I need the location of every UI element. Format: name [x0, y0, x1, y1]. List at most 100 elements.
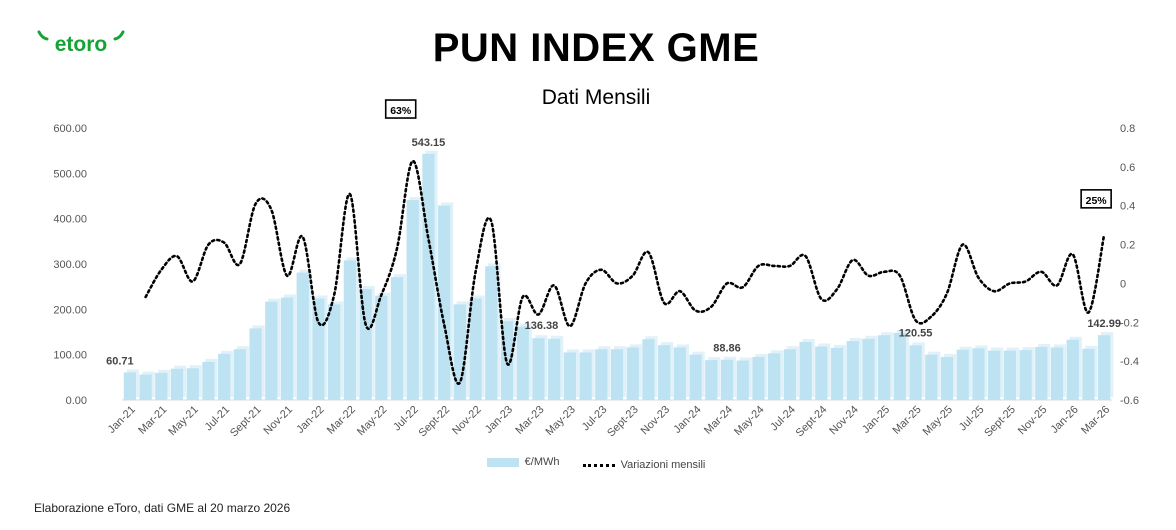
line-data-label-box	[384, 99, 417, 119]
bar	[1003, 350, 1016, 400]
y-left-tick-label: 400.00	[53, 214, 87, 226]
bar	[705, 360, 718, 400]
bar	[972, 348, 985, 400]
x-tick-label: May-25	[921, 404, 955, 438]
bar-data-label: 543.15	[412, 137, 446, 149]
bar	[610, 349, 624, 400]
x-tick-label: Sept-21	[228, 404, 264, 440]
bar	[1066, 339, 1079, 400]
x-tick-label: Mar-21	[136, 404, 169, 437]
x-tick-label: Jul-25	[957, 404, 987, 434]
bar	[390, 277, 404, 400]
bar	[846, 341, 859, 400]
bar	[485, 266, 498, 400]
bar	[155, 372, 168, 400]
y-right-tick-label: -0.6	[1120, 395, 1139, 407]
bar	[736, 360, 749, 400]
bar	[689, 354, 702, 400]
bar	[626, 347, 639, 400]
bar-data-label: 120.55	[899, 327, 933, 339]
series-line-variazioni	[144, 159, 1106, 385]
line-data-label-box	[1080, 189, 1112, 209]
legend-item-line: Variazioni mensili	[582, 459, 706, 471]
bar	[359, 288, 372, 400]
bar	[893, 332, 906, 400]
svg-text:etoro: etoro	[55, 33, 108, 56]
y-right-tick-label: -0.4	[1120, 356, 1139, 368]
bar	[815, 346, 828, 400]
y-right-tick-label: -0.2	[1120, 317, 1139, 329]
x-tick-label: Jan-24	[671, 404, 703, 436]
bar	[469, 298, 482, 400]
bar	[296, 272, 309, 400]
y-left-tick-label: 0.00	[66, 395, 87, 407]
x-tick-label: Sept-22	[417, 404, 453, 440]
bar	[1082, 348, 1095, 400]
y-right-tick-label: 0.8	[1120, 123, 1135, 135]
page-subtitle: Dati Mensili	[541, 86, 651, 109]
bar	[1019, 350, 1032, 400]
bar	[862, 338, 875, 400]
bar	[532, 338, 545, 400]
x-tick-label: May-22	[355, 404, 389, 438]
bar	[595, 349, 608, 400]
bar	[768, 353, 781, 400]
bar	[249, 328, 262, 400]
x-tick-label: Jan-26	[1049, 404, 1081, 436]
bar	[406, 200, 419, 400]
bar	[233, 349, 246, 400]
x-tick-label: Jul-23	[580, 404, 610, 434]
x-tick-label: Jan-22	[294, 404, 326, 436]
y-left-tick-label: 600.00	[53, 123, 87, 135]
bar	[579, 352, 592, 400]
bar-data-label: 136.38	[525, 320, 559, 332]
bar	[516, 326, 529, 400]
bar	[312, 298, 325, 400]
bar	[548, 338, 561, 400]
bar	[956, 349, 969, 400]
page-title: PUN INDEX GME	[432, 26, 760, 70]
bar	[1050, 347, 1064, 400]
legend-swatch-bars	[486, 457, 519, 467]
bar	[878, 335, 891, 400]
x-tick-label: Mar-25	[891, 404, 924, 437]
x-tick-label: Jan-21	[106, 404, 138, 436]
bar	[202, 361, 215, 400]
x-tick-label: Sept-23	[605, 404, 641, 440]
legend-label-line: Variazioni mensili	[620, 459, 706, 471]
legend-swatch-line	[582, 463, 615, 467]
y-left-tick-label: 500.00	[53, 168, 87, 180]
chart-legend: €/MWh Variazioni mensili	[0, 456, 1176, 471]
bar	[1035, 346, 1048, 400]
bar	[422, 153, 435, 400]
bar	[658, 345, 671, 400]
bar	[1098, 335, 1111, 400]
x-tick-label: Sept-25	[982, 404, 1018, 440]
bar	[642, 339, 655, 400]
legend-item-bars: €/MWh	[486, 456, 560, 468]
bar	[940, 356, 954, 400]
bar	[218, 353, 231, 400]
x-tick-label: Nov-21	[262, 404, 296, 438]
source-note: Elaborazione eToro, dati GME al 20 marzo…	[34, 501, 291, 515]
x-tick-label: May-21	[166, 404, 200, 438]
bar	[139, 374, 152, 400]
etoro-logo: etoro	[37, 30, 125, 56]
bar	[375, 295, 388, 400]
bar	[720, 359, 734, 400]
bar	[909, 345, 922, 400]
x-tick-label: Jul-22	[391, 404, 421, 434]
bar	[343, 260, 356, 400]
legend-label-bars: €/MWh	[524, 456, 560, 468]
bar-data-label: 88.86	[713, 343, 741, 355]
y-right-tick-label: 0.4	[1120, 201, 1135, 213]
bar	[453, 304, 466, 400]
line-data-label: 25%	[1086, 195, 1108, 207]
y-left-tick-label: 300.00	[53, 259, 87, 271]
x-tick-label: Jul-21	[203, 404, 233, 434]
bar	[925, 354, 938, 400]
bar	[438, 205, 451, 400]
bar	[752, 356, 765, 400]
bar	[783, 349, 796, 400]
